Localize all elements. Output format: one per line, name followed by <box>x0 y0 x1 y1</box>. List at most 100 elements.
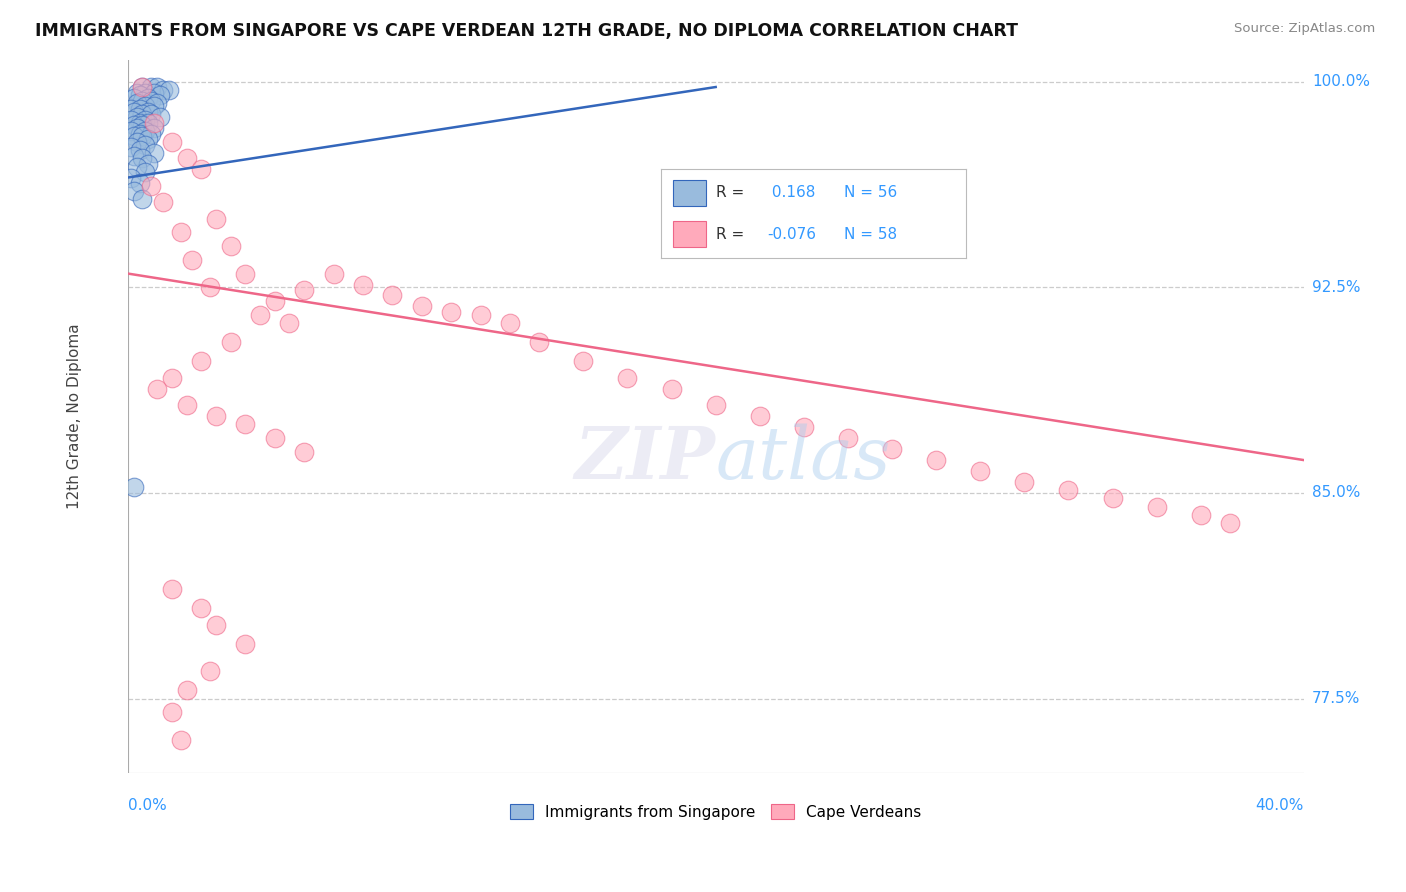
Point <box>128 143 150 157</box>
Point <box>131 129 153 144</box>
Point <box>128 127 150 141</box>
Text: 77.5%: 77.5% <box>1312 691 1360 706</box>
Point <box>120 112 142 127</box>
Point <box>837 431 859 445</box>
Point <box>125 86 148 100</box>
Point <box>134 124 156 138</box>
Point <box>138 157 160 171</box>
Point <box>1014 475 1036 489</box>
Point <box>134 99 156 113</box>
Point <box>128 176 150 190</box>
Point <box>128 102 150 116</box>
Point <box>128 116 150 130</box>
Point <box>793 420 815 434</box>
Point <box>925 453 948 467</box>
Point <box>1146 500 1168 514</box>
Point <box>125 96 148 111</box>
Point <box>1057 483 1080 498</box>
Point <box>152 83 174 97</box>
Point <box>440 305 463 319</box>
Point <box>205 211 228 226</box>
Point <box>141 178 163 193</box>
Text: atlas: atlas <box>716 424 891 494</box>
Point <box>170 226 193 240</box>
Point <box>122 481 145 495</box>
Point <box>572 354 595 368</box>
Point <box>122 148 145 162</box>
Point <box>131 94 153 108</box>
Point <box>190 354 212 368</box>
Point <box>122 104 145 119</box>
Point <box>322 267 344 281</box>
Point <box>149 110 172 124</box>
Point <box>704 398 727 412</box>
Point <box>1189 508 1212 522</box>
Point <box>205 617 228 632</box>
Point <box>170 732 193 747</box>
Point <box>181 252 204 267</box>
Point <box>235 417 257 432</box>
Point <box>661 382 683 396</box>
Point <box>122 184 145 198</box>
Point <box>122 129 145 144</box>
Point <box>146 80 169 95</box>
Point <box>146 96 169 111</box>
Point <box>141 127 163 141</box>
Point <box>969 464 991 478</box>
Point <box>176 683 198 698</box>
Text: 12th Grade, No Diploma: 12th Grade, No Diploma <box>67 324 83 509</box>
Bar <box>673 179 706 206</box>
Point <box>529 335 551 350</box>
Point <box>292 445 315 459</box>
Point <box>143 116 166 130</box>
Point <box>141 80 163 95</box>
Point <box>131 80 153 95</box>
Point <box>128 88 150 103</box>
Point <box>1219 516 1241 530</box>
Text: 100.0%: 100.0% <box>1312 74 1369 89</box>
Point <box>160 135 183 149</box>
Text: N = 58: N = 58 <box>844 227 897 242</box>
Text: Source: ZipAtlas.com: Source: ZipAtlas.com <box>1234 22 1375 36</box>
Point <box>176 152 198 166</box>
Point <box>499 316 522 330</box>
Point <box>131 152 153 166</box>
Text: IMMIGRANTS FROM SINGAPORE VS CAPE VERDEAN 12TH GRADE, NO DIPLOMA CORRELATION CHA: IMMIGRANTS FROM SINGAPORE VS CAPE VERDEA… <box>35 22 1018 40</box>
Point <box>141 107 163 121</box>
Point <box>381 288 404 302</box>
Point <box>219 239 242 253</box>
Point <box>198 280 221 294</box>
Point <box>120 140 142 154</box>
Point <box>152 195 174 210</box>
Point <box>131 80 153 95</box>
Point <box>122 91 145 105</box>
Text: 40.0%: 40.0% <box>1256 797 1303 813</box>
Legend: Immigrants from Singapore, Cape Verdeans: Immigrants from Singapore, Cape Verdeans <box>503 797 928 826</box>
Point <box>120 124 142 138</box>
Text: 85.0%: 85.0% <box>1312 485 1360 500</box>
Point <box>616 371 638 385</box>
Point <box>263 293 285 308</box>
Point <box>235 637 257 651</box>
Point <box>160 706 183 720</box>
Text: 92.5%: 92.5% <box>1312 280 1361 294</box>
Point <box>219 335 242 350</box>
Point <box>198 665 221 679</box>
Point <box>157 83 180 97</box>
Point <box>138 91 160 105</box>
Point <box>134 137 156 152</box>
Point <box>190 601 212 615</box>
Point <box>146 382 169 396</box>
Point <box>138 132 160 146</box>
Point <box>278 316 301 330</box>
Point <box>143 99 166 113</box>
Point <box>205 409 228 424</box>
Point <box>235 267 257 281</box>
Point <box>131 107 153 121</box>
Point <box>125 135 148 149</box>
Point <box>125 110 148 124</box>
Point <box>160 371 183 385</box>
Text: N = 56: N = 56 <box>844 186 897 201</box>
Text: 0.168: 0.168 <box>768 186 815 201</box>
Point <box>134 86 156 100</box>
